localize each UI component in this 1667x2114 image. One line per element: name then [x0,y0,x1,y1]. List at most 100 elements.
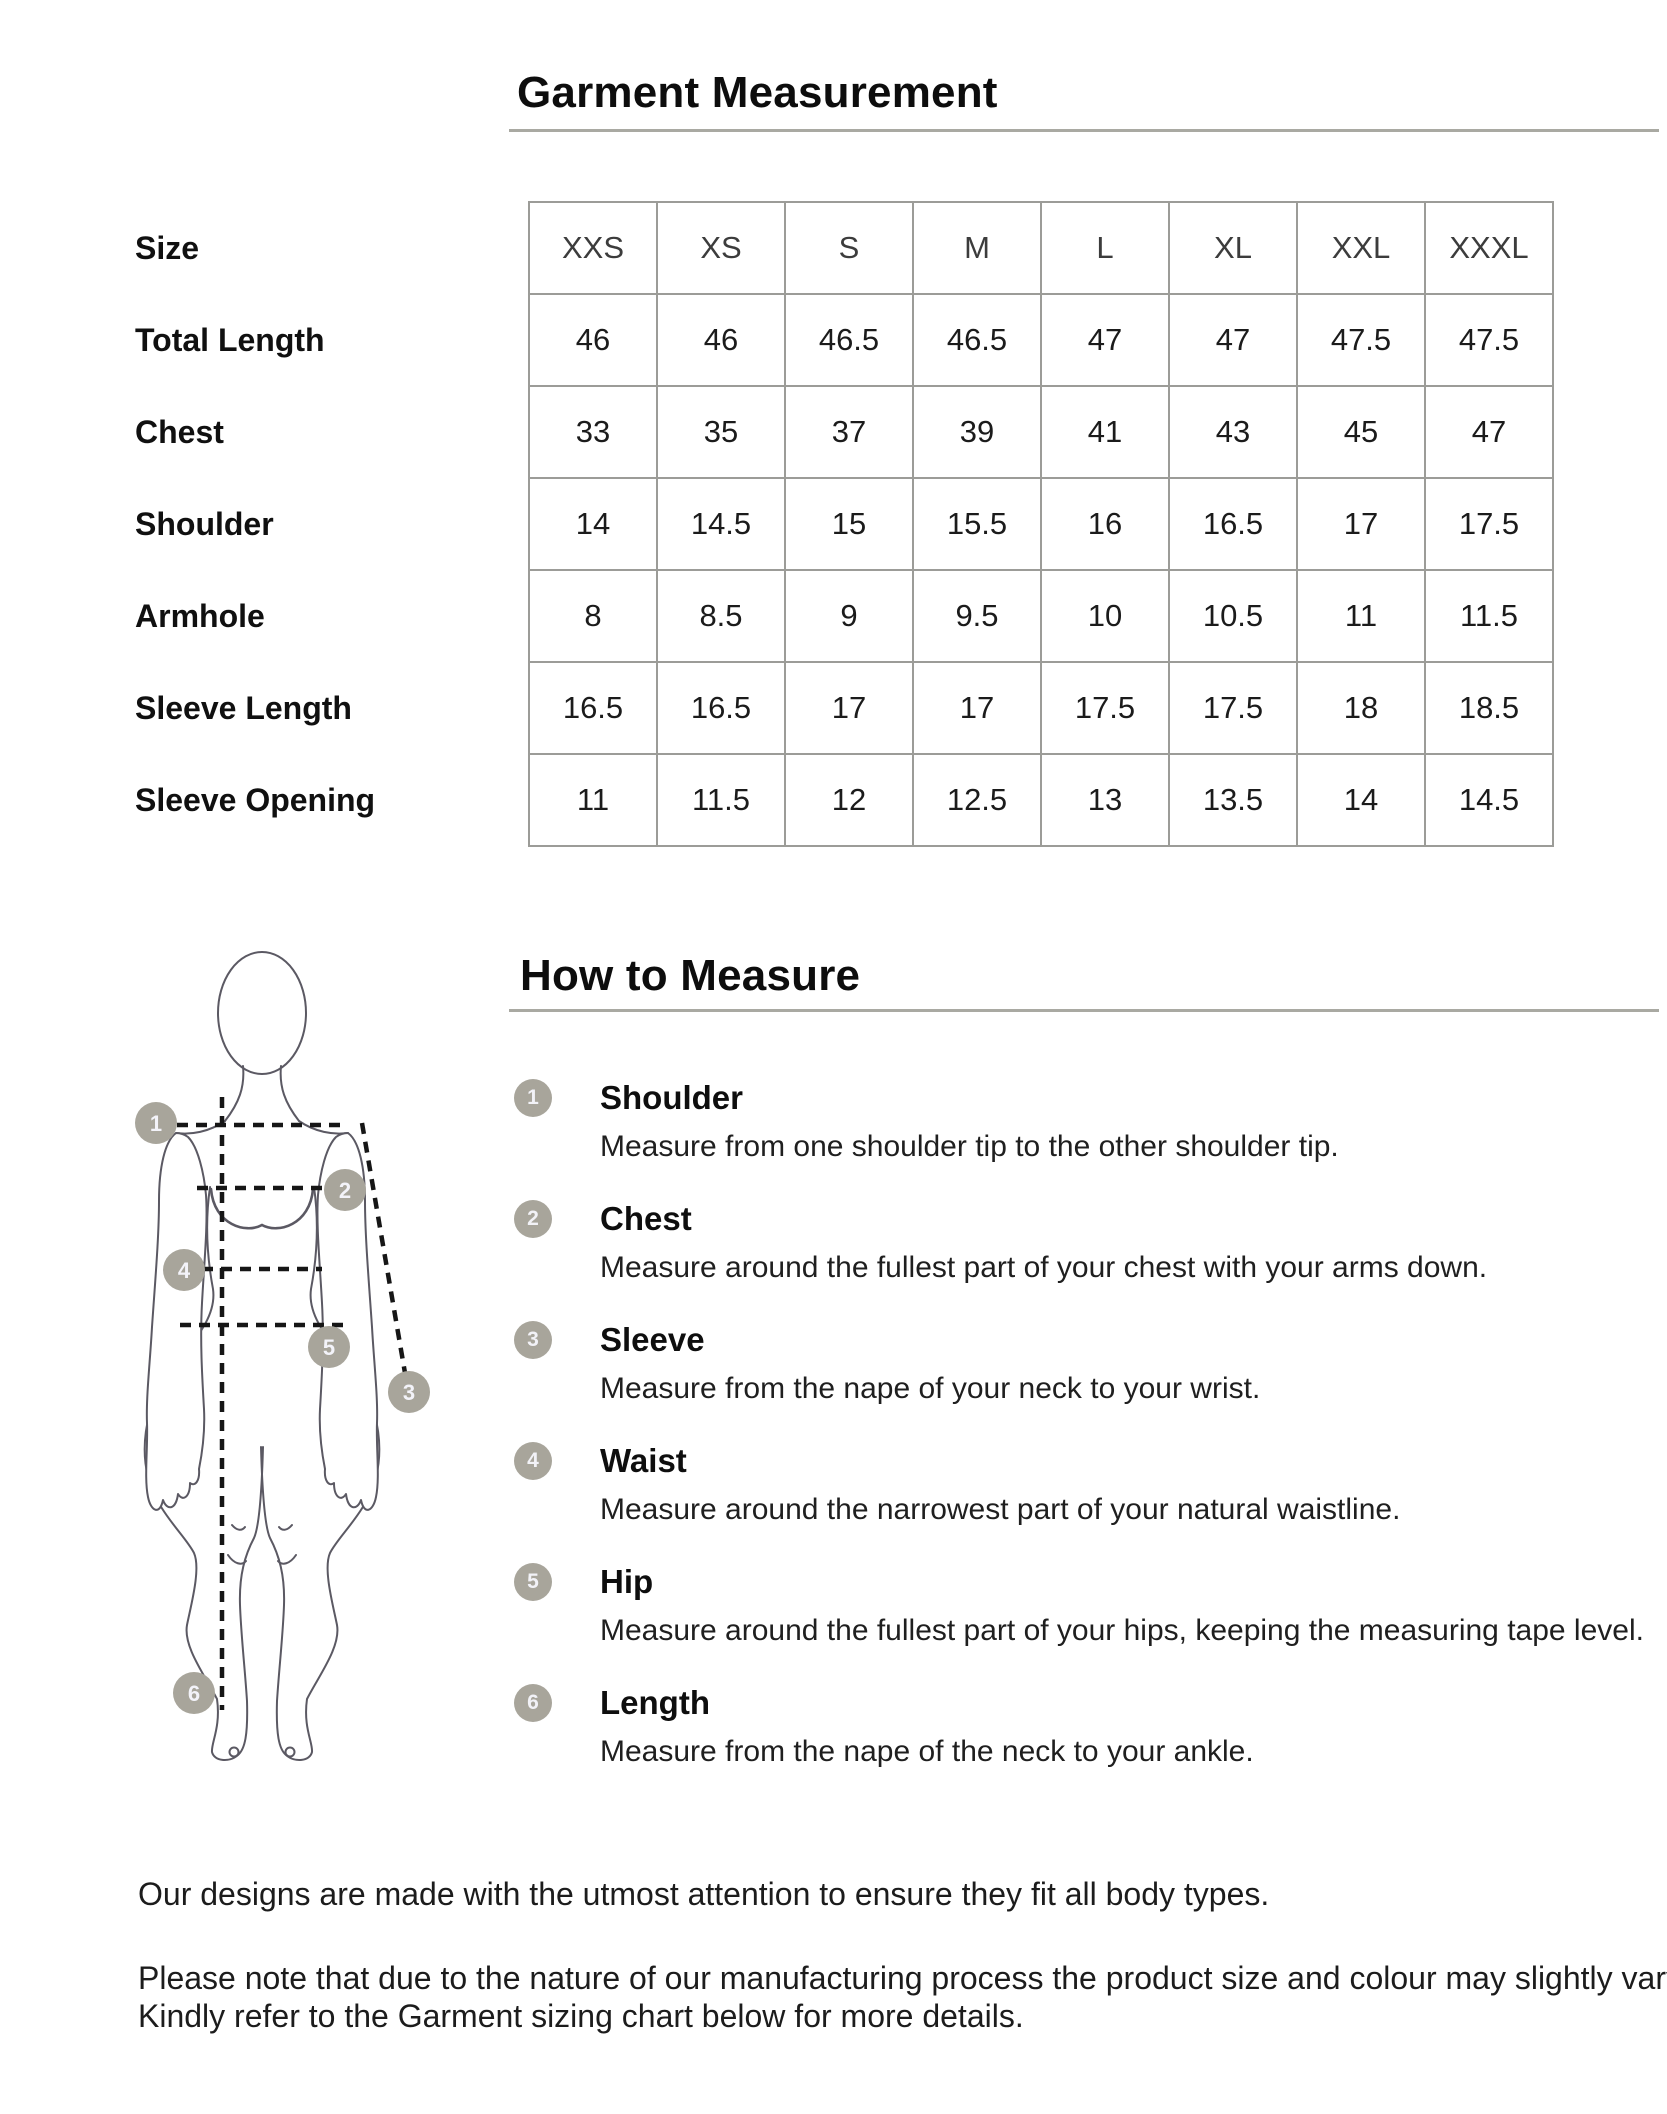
title-rule [509,129,1659,132]
size-cell: 47.5 [1296,293,1426,387]
item-description: Measure from one shoulder tip to the oth… [600,1130,1339,1163]
size-cell: 17.5 [1040,661,1170,755]
marker-circle [135,1102,177,1144]
size-cell: 14 [1296,753,1426,847]
figure-toe-right [284,1746,296,1758]
size-cell: 11 [528,753,658,847]
size-cell: 10 [1040,569,1170,663]
footer-note-line: Kindly refer to the Garment sizing chart… [138,1998,1024,2034]
figure-left-arm [145,1132,208,1511]
figure-knee-accents [227,1524,297,1565]
marker-circle [308,1326,350,1368]
body-measurement-diagram: 1 2 3 4 5 6 [135,951,430,1761]
size-cell: 47.5 [1424,293,1554,387]
size-cell: 10.5 [1168,569,1298,663]
size-cell: 47 [1424,385,1554,479]
size-cell: 18 [1296,661,1426,755]
size-cell: 16.5 [1168,477,1298,571]
item-title: Hip [600,1563,654,1600]
how-to-measure-rule [509,1009,1659,1012]
size-cell: 18.5 [1424,661,1554,755]
item-title: Length [600,1684,710,1721]
size-cell: 17.5 [1168,661,1298,755]
marker-1: 1 [135,1102,177,1144]
measure-item-hip: 5 Hip Measure around the fullest part of… [514,1563,1644,1649]
item-description: Measure around the fullest part of your … [600,1614,1644,1647]
size-cell: 9 [784,569,914,663]
size-cell: 46.5 [784,293,914,387]
item-description: Measure from the nape of your neck to yo… [600,1372,1261,1405]
footer-note-disclaimer: Please note that due to the nature of ou… [138,1959,1667,2035]
size-cell: 17 [1296,477,1426,571]
table-row-total-length: Total Length 46 46 46.5 46.5 47 47 47.5 … [135,293,1554,387]
size-cell: 16.5 [528,661,658,755]
row-label: Total Length [135,321,325,358]
figure-right-arm [316,1132,379,1511]
marker-number: 3 [403,1380,415,1405]
size-cell: 46 [528,293,658,387]
item-description: Measure around the narrowest part of you… [600,1493,1401,1526]
size-cell: 15.5 [912,477,1042,571]
row-label-size: Size [135,229,200,266]
size-cell: 46.5 [912,293,1042,387]
figure-toe-left [228,1746,240,1758]
figure-bust-line [209,1187,315,1230]
item-title: Chest [600,1200,692,1237]
size-cell: 17.5 [1424,477,1554,571]
size-cell: 33 [528,385,658,479]
table-row-shoulder: Shoulder 14 14.5 15 15.5 16 16.5 17 17.5 [135,477,1554,571]
size-cell: 17 [784,661,914,755]
size-column-header: XL [1168,201,1298,295]
size-column-header: M [912,201,1042,295]
item-title: Shoulder [600,1079,744,1116]
marker-number: 4 [178,1258,191,1283]
footer-note-fit: Our designs are made with the utmost att… [138,1876,1270,1912]
size-cell: 12.5 [912,753,1042,847]
size-cell: 14 [528,477,658,571]
item-number-badge: 6 [514,1684,552,1722]
size-cell: 16 [1040,477,1170,571]
footer-note-line: Please note that due to the nature of ou… [138,1960,1667,1996]
figure-neck [224,1065,300,1122]
row-label: Chest [135,413,224,450]
marker-4: 4 [163,1249,205,1291]
size-column-header: XXL [1296,201,1426,295]
measure-item-chest: 2 Chest Measure around the fullest part … [514,1200,1487,1286]
size-cell: 47 [1168,293,1298,387]
size-cell: 14.5 [656,477,786,571]
item-description: Measure from the nape of the neck to you… [600,1735,1254,1768]
marker-circle [388,1371,430,1413]
marker-number: 5 [323,1335,335,1360]
table-row-sleeve-opening: Sleeve Opening 11 11.5 12 12.5 13 13.5 1… [135,753,1554,847]
size-cell: 11.5 [656,753,786,847]
page-title: Garment Measurement [517,68,998,117]
size-cell: 8.5 [656,569,786,663]
size-column-header: L [1040,201,1170,295]
size-chart-table: Size XXS XS S M L XL XXL XXXL Total Leng… [135,201,1554,847]
measure-item-waist: 4 Waist Measure around the narrowest par… [514,1442,1400,1528]
size-cell: 43 [1168,385,1298,479]
how-to-measure-title: How to Measure [520,951,861,1000]
marker-circle [163,1249,205,1291]
item-number-badge: 5 [514,1563,552,1601]
measure-item-shoulder: 1 Shoulder Measure from one shoulder tip… [514,1079,1339,1165]
size-cell: 46 [656,293,786,387]
size-column-header: XXS [528,201,658,295]
table-row-armhole: Armhole 8 8.5 9 9.5 10 10.5 11 11.5 [135,569,1554,663]
figure-head [217,951,307,1075]
item-title: Waist [600,1442,687,1479]
marker-number: 2 [339,1178,351,1203]
measure-item-sleeve: 3 Sleeve Measure from the nape of your n… [514,1321,1260,1407]
size-column-header: XS [656,201,786,295]
size-cell: 37 [784,385,914,479]
item-number-badge: 4 [514,1442,552,1480]
size-cell: 13.5 [1168,753,1298,847]
size-cell: 17 [912,661,1042,755]
sleeve-measure-line [359,1122,408,1374]
item-number-badge: 3 [514,1321,552,1359]
marker-3: 3 [388,1371,430,1413]
item-description: Measure around the fullest part of your … [600,1251,1488,1284]
marker-circle [173,1672,215,1714]
marker-number: 1 [150,1111,162,1136]
size-cell: 8 [528,569,658,663]
